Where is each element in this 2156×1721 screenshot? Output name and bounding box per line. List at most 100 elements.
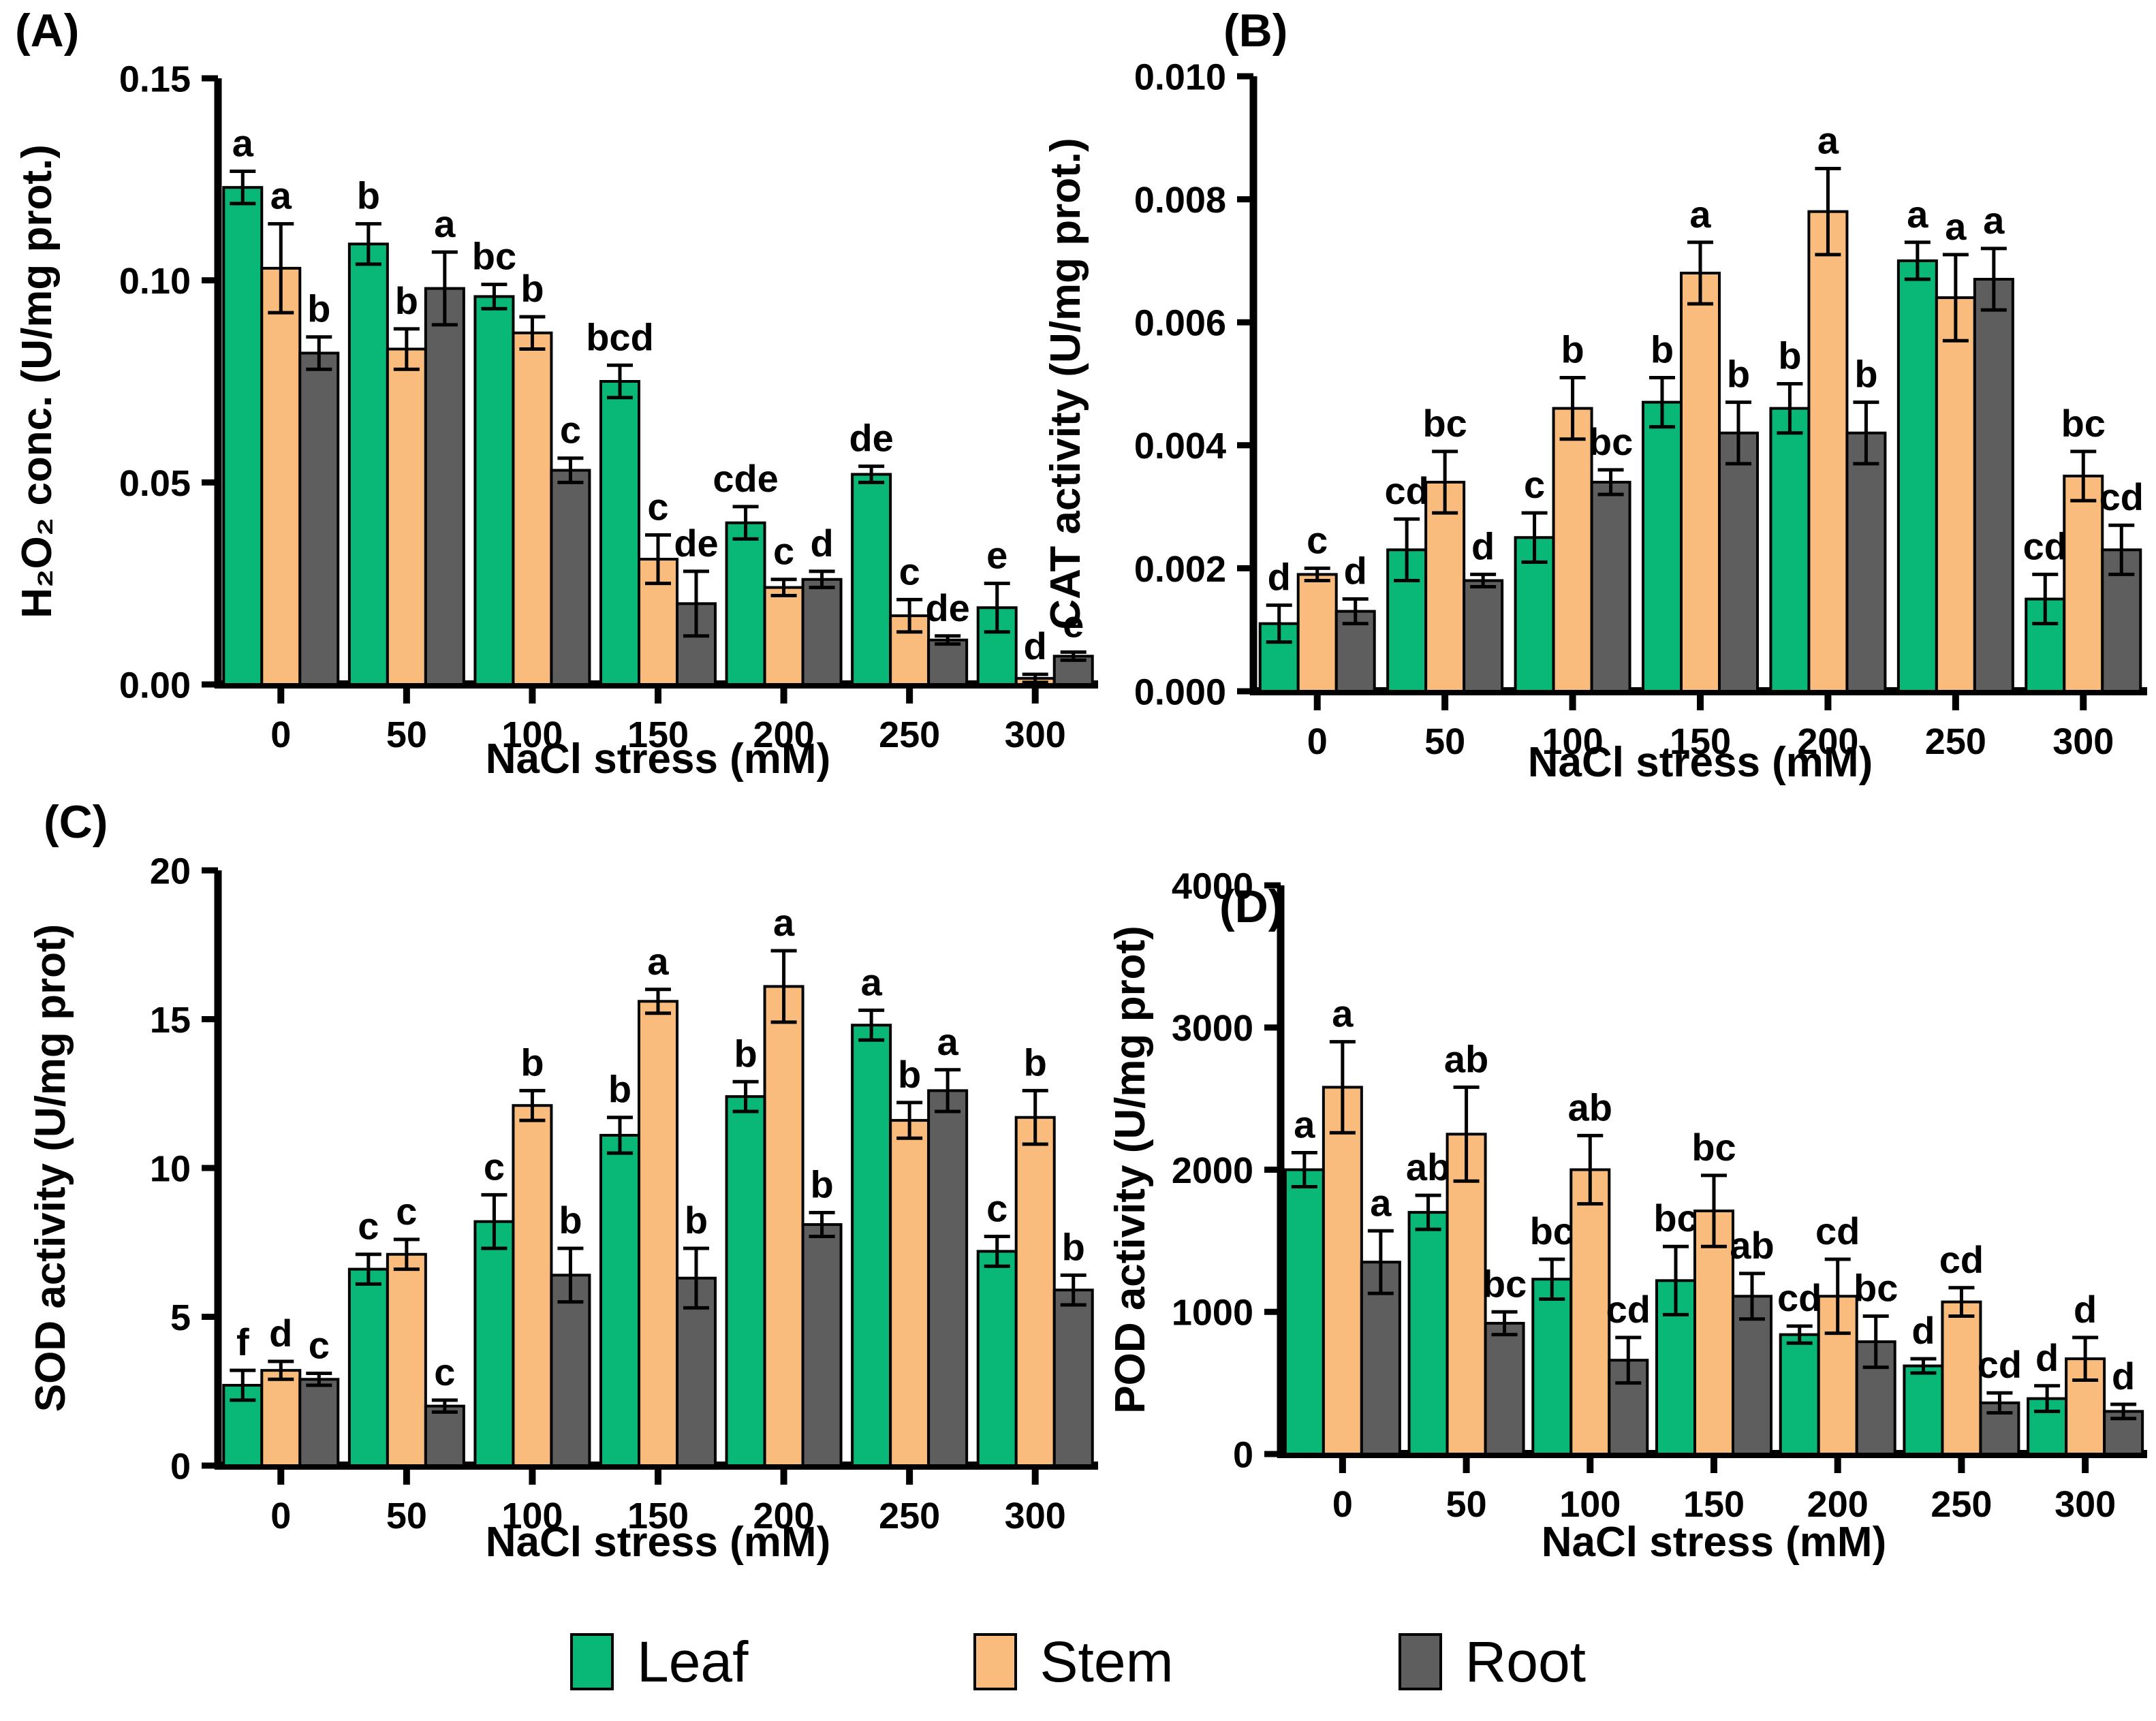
x-axis-title: NaCl stress (mM) (1542, 1519, 1886, 1566)
bar-stem-50 (386, 1252, 427, 1467)
x-tick-label: 150 (1683, 1484, 1745, 1525)
sig-letter: c (1307, 518, 1328, 561)
sig-letter: c (358, 1205, 379, 1248)
sig-letter: b (1024, 1041, 1047, 1084)
x-tick-label: 0 (270, 714, 291, 755)
legend-swatch-root (1398, 1633, 1442, 1690)
sig-letter: cd (2023, 524, 2067, 567)
x-tick-label: 50 (386, 1496, 427, 1536)
y-tick-label: 20 (150, 851, 191, 891)
sig-letter: d (1024, 625, 1047, 667)
bar-leaf-200 (725, 1095, 766, 1467)
x-axis-title: NaCl stress (mM) (486, 736, 830, 783)
sig-letter: a (232, 121, 254, 164)
bar-stem-250 (1935, 296, 1976, 693)
bar-stem-100 (1552, 407, 1593, 693)
x-tick-label: 50 (1424, 721, 1465, 762)
bar-stem-300 (2065, 1357, 2106, 1455)
sig-letter: b (1727, 353, 1750, 396)
bar-root-0 (298, 1378, 340, 1468)
x-tick-label: 300 (2055, 1484, 2116, 1525)
bar-stem-100 (1569, 1168, 1611, 1455)
y-tick-label: 0.002 (1134, 549, 1226, 590)
sig-letter: bcd (586, 315, 654, 358)
legend-item-root: Root (1398, 1629, 1586, 1695)
sig-letter: b (559, 1199, 582, 1242)
sig-letter: b (520, 1041, 544, 1084)
panel-label-d: (D) (1219, 881, 1284, 932)
sig-letter: d (1911, 1309, 1935, 1352)
x-tick-label: 200 (753, 1496, 815, 1536)
sig-letter: cd (1815, 1210, 1860, 1252)
y-axis-title: CAT activity (U/mg prot.) (1042, 138, 1089, 629)
bar-root-50 (424, 287, 465, 686)
sig-letter: b (1854, 353, 1877, 396)
x-tick-label: 150 (1670, 721, 1731, 762)
bar-stem-250 (889, 1119, 931, 1467)
bar-root-250 (1973, 277, 2014, 693)
sig-letter: b (1651, 328, 1674, 370)
y-tick-label: 0 (170, 1446, 191, 1487)
sig-letter: d (2074, 1288, 2097, 1331)
panel-label-c: (C) (44, 796, 108, 848)
bar-stem-200 (1807, 210, 1849, 693)
panel-label-a: (A) (15, 5, 80, 57)
sig-letter: c (986, 1187, 1007, 1230)
x-tick-label: 150 (627, 1496, 689, 1536)
bar-leaf-100 (1531, 1278, 1573, 1456)
sig-letter: c (647, 485, 668, 528)
sig-letter: d (810, 522, 833, 565)
sig-letter: bc (2061, 402, 2106, 445)
x-tick-label: 250 (1925, 721, 1986, 762)
y-axis-title: SOD activity (U/mg prot) (27, 924, 74, 1412)
x-tick-label: 250 (879, 714, 940, 755)
bar-leaf-150 (1642, 400, 1683, 693)
x-tick-label: 300 (1005, 714, 1066, 755)
bar-stem-200 (763, 586, 804, 686)
y-tick-label: 0.000 (1134, 672, 1226, 712)
sig-letter: cde (713, 457, 779, 500)
sig-letter: bc (472, 235, 516, 278)
x-tick-label: 100 (1542, 721, 1604, 762)
x-axis-title: NaCl stress (mM) (486, 1519, 830, 1566)
sig-letter: a (861, 960, 883, 1003)
y-tick-label: 0.10 (119, 261, 191, 302)
y-tick-label: 2000 (1172, 1150, 1253, 1191)
x-tick-label: 150 (627, 714, 689, 755)
x-tick-label: 100 (1559, 1484, 1621, 1525)
y-tick-label: 0.05 (119, 463, 191, 504)
sig-letter: c (484, 1145, 505, 1188)
panel-c: 0 5 10 15 20 SOD activity (U/mg prot) NaCl str… (27, 851, 1098, 1566)
x-tick-label: 250 (1931, 1484, 1992, 1525)
sig-letter: a (1294, 1103, 1315, 1146)
bar-stem-300 (2063, 474, 2104, 693)
bar-root-50 (1484, 1321, 1525, 1455)
bar-leaf-200 (1769, 407, 1811, 693)
sig-letter: b (898, 1053, 921, 1096)
sig-letter: cd (1978, 1343, 2022, 1386)
sig-letter: c (773, 530, 794, 573)
sig-letter: a (1983, 199, 2005, 242)
sig-letter: f (236, 1321, 249, 1363)
y-tick-label: 15 (150, 1000, 191, 1041)
y-tick-label: 0.004 (1134, 426, 1226, 467)
y-axis-title: H₂O₂ conc. (U/mg prot.) (14, 144, 61, 618)
sig-letter: a (1370, 1181, 1392, 1224)
bar-leaf-200 (1779, 1333, 1820, 1456)
legend-label-leaf: Leaf (637, 1629, 749, 1694)
y-tick-label: 0.15 (119, 59, 191, 99)
sig-letter: a (1689, 193, 1711, 236)
sig-letter: b (357, 174, 380, 217)
bar-leaf-250 (851, 1024, 892, 1467)
legend-label-root: Root (1465, 1629, 1586, 1694)
x-tick-label: 0 (1332, 1484, 1353, 1525)
bar-leaf-50 (347, 242, 389, 686)
sig-letter: c (899, 550, 920, 593)
bar-leaf-100 (473, 1220, 515, 1468)
sig-letter: ab (1406, 1146, 1450, 1188)
sig-letter: c (434, 1351, 455, 1393)
bar-leaf-50 (347, 1267, 389, 1467)
bar-stem-300 (1014, 1116, 1056, 1467)
sig-letter: e (1063, 603, 1084, 646)
